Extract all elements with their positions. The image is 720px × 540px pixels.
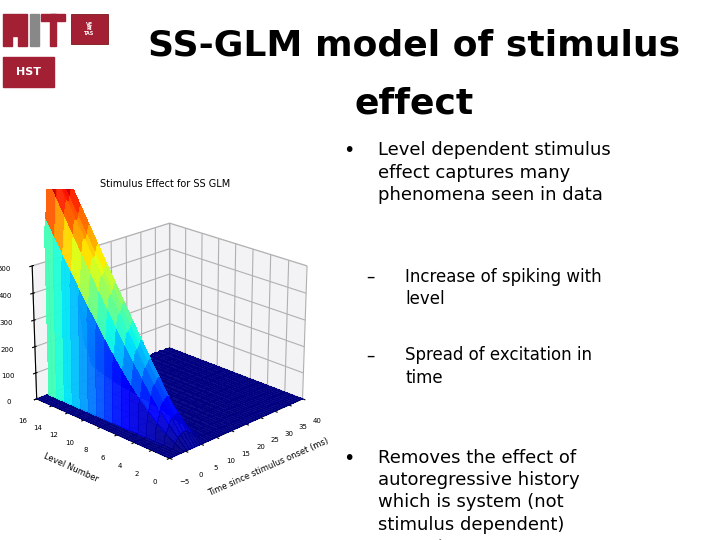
Bar bbox=[18, 14, 27, 46]
Bar bbox=[3, 14, 12, 46]
Text: –: – bbox=[366, 268, 375, 286]
Bar bbox=[12, 14, 18, 36]
Title: Stimulus Effect for SS GLM: Stimulus Effect for SS GLM bbox=[101, 179, 230, 189]
Text: SS-GLM model of stimulus: SS-GLM model of stimulus bbox=[148, 29, 680, 62]
Text: Level dependent stimulus
effect captures many
phenomena seen in data: Level dependent stimulus effect captures… bbox=[378, 141, 611, 204]
Text: •: • bbox=[343, 141, 354, 160]
FancyBboxPatch shape bbox=[3, 57, 55, 87]
Text: •: • bbox=[343, 449, 354, 468]
Bar bbox=[50, 14, 56, 46]
X-axis label: Time since stimulus onset (ms): Time since stimulus onset (ms) bbox=[207, 436, 330, 498]
Text: Removes the effect of
autoregressive history
which is system (not
stimulus depen: Removes the effect of autoregressive his… bbox=[378, 449, 580, 540]
Y-axis label: Level Number: Level Number bbox=[42, 451, 100, 483]
Text: VE
RI
TAS: VE RI TAS bbox=[84, 22, 94, 36]
Text: –: – bbox=[366, 347, 375, 364]
FancyBboxPatch shape bbox=[71, 14, 107, 44]
Text: HST: HST bbox=[16, 67, 41, 77]
Text: effect: effect bbox=[354, 87, 474, 120]
Text: Spread of excitation in
time: Spread of excitation in time bbox=[405, 347, 593, 387]
Bar bbox=[42, 14, 65, 21]
Bar bbox=[30, 14, 39, 46]
Text: Increase of spiking with
level: Increase of spiking with level bbox=[405, 268, 602, 308]
